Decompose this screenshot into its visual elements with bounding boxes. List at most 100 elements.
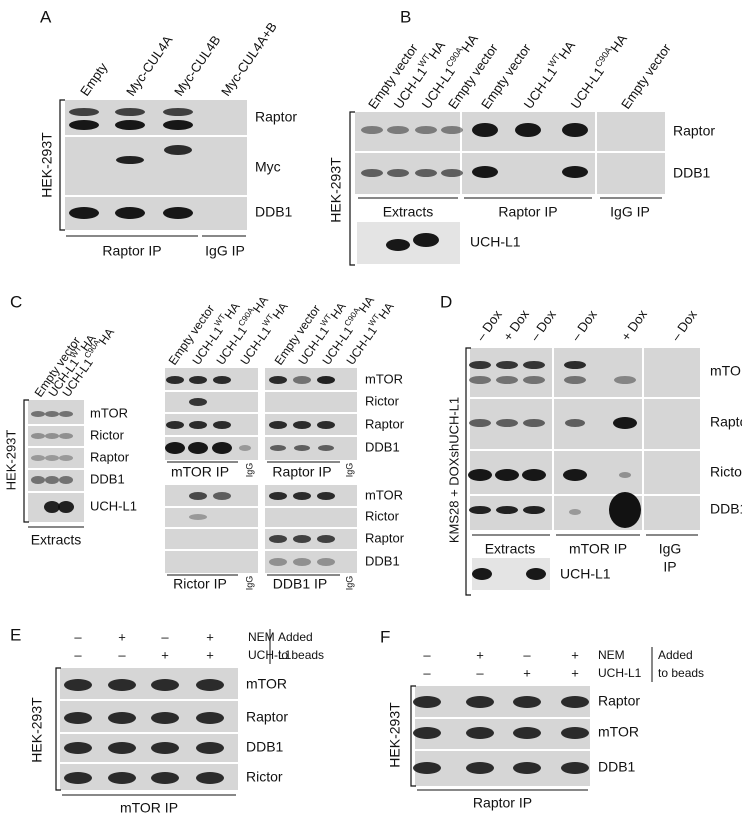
row-label: Raptor [365,530,405,545]
band [496,376,518,384]
condition-sign: + [206,647,214,662]
lane-label: – Dox [473,307,505,344]
band [469,376,491,384]
panel-label: A [40,7,52,26]
group-label: Raptor IP [473,795,532,811]
band [151,712,179,724]
band [189,421,207,429]
note: Added [658,648,693,662]
band [469,419,491,427]
group-label: Extracts [383,204,434,220]
cell-line: HEK-293T [387,702,403,768]
condition-sign: – [118,647,126,662]
band [562,123,588,137]
group-label: IgG [659,541,682,557]
band [269,421,287,429]
band [45,411,59,417]
group-label: mTOR IP [120,800,178,816]
row-label: mTOR [246,676,287,692]
band [108,742,136,754]
band [64,712,92,724]
group-label: Extracts [485,541,536,557]
band [496,419,518,427]
band [269,376,287,384]
band [69,120,99,130]
band [213,376,231,384]
band [466,762,494,774]
row-label: Raptor [90,449,130,464]
band [317,535,335,543]
band [189,398,207,406]
band [563,469,587,481]
band [413,696,441,708]
row-label: DDB1 [598,759,636,775]
group-label: Raptor IP [498,204,557,220]
bracket [59,99,65,231]
row-label: mTOR [365,487,403,502]
condition-sign: – [423,665,431,680]
band [116,156,144,164]
band [166,421,184,429]
lane-label: + Dox [500,307,532,344]
band [569,509,581,515]
condition-name: NEM [248,630,275,644]
band [466,727,494,739]
band [472,166,498,178]
group-label: Extracts [31,532,82,548]
igg-label: IgG [344,463,354,478]
lane-label: – Dox [527,307,559,344]
band [523,361,545,369]
band [189,492,207,500]
band [196,772,224,784]
group-label: DDB1 IP [273,576,327,592]
band [472,568,492,580]
band [523,376,545,384]
band [151,742,179,754]
condition-sign: + [206,629,214,644]
band [151,679,179,691]
band [466,696,494,708]
band [269,558,287,566]
band [293,376,311,384]
row-label: Myc [255,159,281,175]
band [468,469,492,481]
condition-sign: – [523,647,531,662]
igg-label: IgG [244,463,254,478]
band [58,501,74,513]
band [64,772,92,784]
band [318,445,334,451]
band [526,568,546,580]
band [59,433,73,439]
band [565,419,585,427]
band [269,492,287,500]
band [163,108,193,116]
band [561,727,589,739]
band [293,492,311,500]
condition-name: NEM [598,648,625,662]
panel-label: C [10,292,22,311]
condition-sign: – [74,629,82,644]
row-label: mTOR [710,363,742,379]
row-label: Rictor [90,427,125,442]
row-label: DDB1 [673,165,711,181]
band [522,469,546,481]
lane-label: Empty [77,60,111,99]
band [415,169,437,177]
band [45,433,59,439]
row-label: Rictor [365,508,400,523]
band [213,421,231,429]
blot [470,348,700,530]
band [212,442,232,454]
row-label: DDB1 [365,439,400,454]
row-label: Rictor [365,393,400,408]
band [188,442,208,454]
band [59,476,73,484]
row-label: DDB1 [365,553,400,568]
blot [28,400,84,522]
band [495,469,519,481]
lane-label: – Dox [568,307,600,344]
row-label: DDB1 [246,739,284,755]
row-label: DDB1 [710,501,742,517]
